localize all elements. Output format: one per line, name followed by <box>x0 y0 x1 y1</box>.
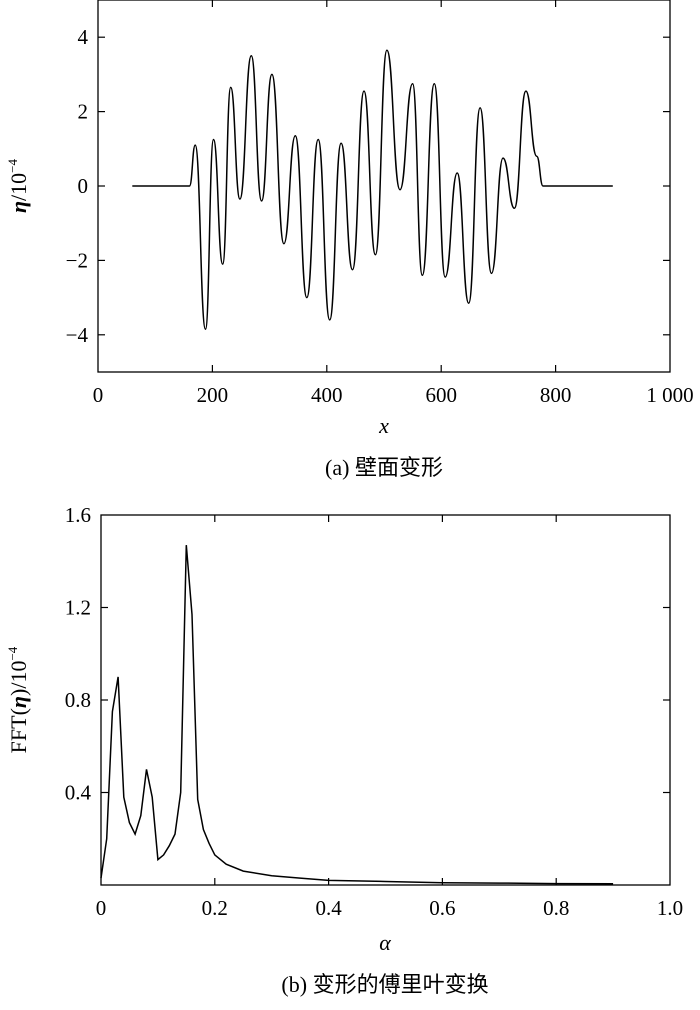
y-axis-label-a: η/10−4 <box>5 158 31 213</box>
y-tick-label: 2 <box>78 100 89 124</box>
x-axis-label-a: x <box>378 413 389 438</box>
series-line-a <box>132 49 613 330</box>
x-tick-label: 0.6 <box>429 896 455 920</box>
caption-b: (b) 变形的傅里叶变换 <box>281 972 488 997</box>
x-axis-ticks-a: 0 200 400 600 800 1 000 <box>93 0 694 407</box>
x-tick-label: 200 <box>197 383 229 407</box>
x-tick-label: 600 <box>425 383 457 407</box>
x-tick-label: 400 <box>311 383 343 407</box>
caption-a: (a) 壁面变形 <box>325 455 443 480</box>
series-line-b <box>100 545 614 885</box>
y-tick-label: 0.8 <box>65 688 91 712</box>
y-tick-label: 4 <box>78 25 89 49</box>
y-axis-ticks-a: −4 −2 0 2 4 <box>66 25 670 347</box>
y-tick-label: 0 <box>78 174 89 198</box>
x-axis-ticks-b: 0 0.2 0.4 0.6 0.8 1.0 <box>96 515 683 920</box>
y-tick-label: 1.6 <box>65 503 91 527</box>
panel-a-wall-deformation: 0 200 400 600 800 1 000 −4 −2 0 2 4 x η/10−4 (a) … <box>5 0 694 480</box>
x-tick-label: 0 <box>96 896 107 920</box>
y-tick-label: −4 <box>66 323 89 347</box>
x-tick-label: 0.4 <box>315 896 342 920</box>
y-axis-label-b: FFT(η)/10−4 <box>5 646 31 753</box>
x-axis-label-b: α <box>379 930 391 955</box>
x-tick-label: 1 000 <box>646 383 693 407</box>
x-tick-label: 0 <box>93 383 104 407</box>
y-axis-ticks-b: 0.4 0.8 1.2 1.6 <box>65 503 670 805</box>
x-tick-label: 0.8 <box>543 896 569 920</box>
x-tick-label: 0.2 <box>202 896 228 920</box>
y-tick-label: −2 <box>66 248 88 272</box>
x-tick-label: 1.0 <box>657 896 683 920</box>
x-tick-label: 800 <box>540 383 572 407</box>
y-tick-label: 1.2 <box>65 596 91 620</box>
y-tick-label: 0.4 <box>65 781 92 805</box>
panel-b-fourier-transform: 0 0.2 0.4 0.6 0.8 1.0 0.4 0.8 1.2 1.6 α FFT(η)/1… <box>5 503 683 997</box>
